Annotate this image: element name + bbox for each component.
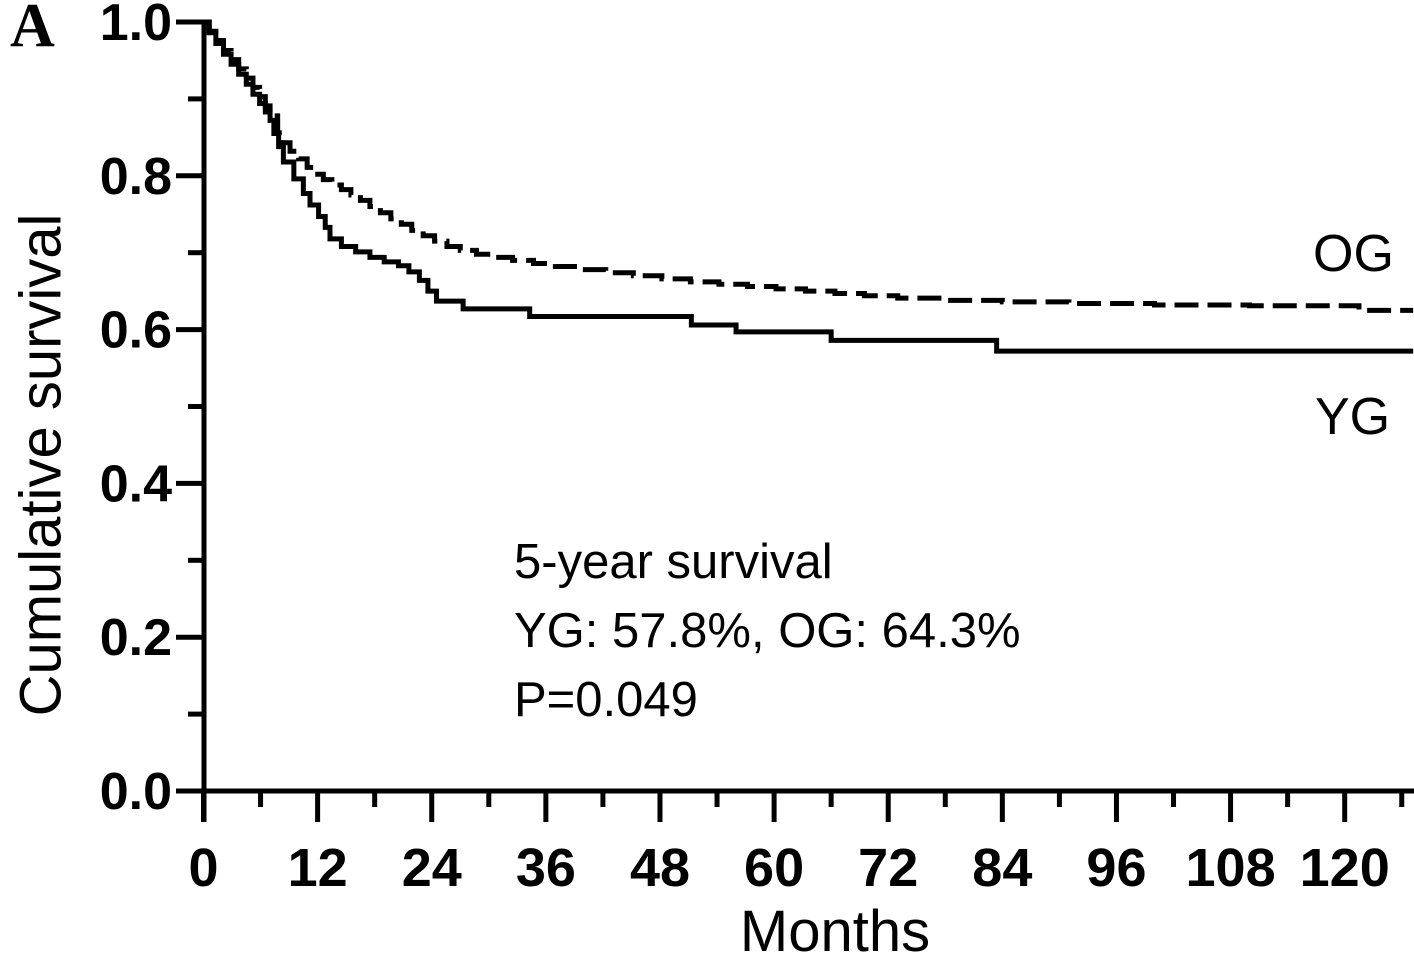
x-tick-label: 84 [972, 838, 1032, 898]
x-tick-label: 60 [744, 838, 804, 898]
x-tick-label: 0 [188, 838, 218, 898]
y-tick-label: 0.8 [100, 148, 172, 206]
y-tick-label: 0.2 [100, 609, 172, 667]
y-tick-label: 0.4 [100, 455, 172, 513]
x-axis-title: Months [739, 899, 931, 964]
panel-label: A [10, 0, 55, 60]
annotation-line-3: P=0.049 [514, 673, 698, 727]
series-label-yg: YG [1315, 388, 1391, 446]
x-tick-label: 36 [516, 838, 576, 898]
series-curve-og [203, 19, 1414, 313]
y-tick-label: 0.6 [100, 302, 172, 360]
y-axis-title: Cumulative survival [8, 213, 74, 717]
x-tick-label: 120 [1300, 838, 1390, 898]
x-tick-label: 96 [1086, 838, 1146, 898]
annotation-block: 5-year survival YG: 57.8%, OG: 64.3% P=0… [514, 528, 1021, 735]
annotation-line-2: YG: 57.8%, OG: 64.3% [514, 604, 1021, 658]
series-curve-yg [203, 19, 1414, 354]
series-label-og: OG [1313, 225, 1394, 283]
x-tick-label: 12 [288, 838, 348, 898]
x-tick-label: 108 [1186, 838, 1276, 898]
annotation-line-1: 5-year survival [514, 535, 833, 589]
x-tick-label: 48 [630, 838, 690, 898]
y-tick-label: 0.0 [100, 763, 172, 821]
x-tick-label: 72 [858, 838, 918, 898]
x-tick-label: 24 [402, 838, 462, 898]
y-tick-label: 1.0 [100, 0, 172, 52]
